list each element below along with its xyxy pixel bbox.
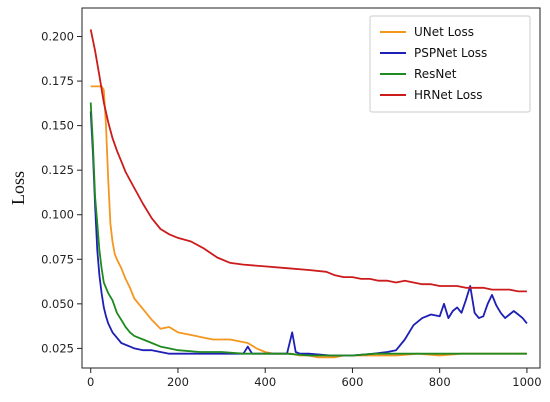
y-axis-label: Loss bbox=[8, 171, 28, 205]
y-tick-label: 0.175 bbox=[41, 74, 74, 88]
y-tick-label: 0.100 bbox=[41, 208, 74, 222]
legend-label-hrnet-loss: HRNet Loss bbox=[414, 88, 483, 102]
series-line-resnet bbox=[89, 102, 527, 357]
x-tick-label: 400 bbox=[254, 375, 276, 389]
x-tick-label: 200 bbox=[167, 375, 189, 389]
legend-label-unet-loss: UNet Loss bbox=[414, 25, 474, 39]
y-tick-label: 0.075 bbox=[41, 252, 74, 266]
x-tick-label: 600 bbox=[341, 375, 363, 389]
y-tick-label: 0.025 bbox=[41, 341, 74, 355]
y-tick-label: 0.150 bbox=[41, 119, 74, 133]
x-tick-label: 800 bbox=[429, 375, 451, 389]
legend-label-pspnet-loss: PSPNet Loss bbox=[414, 46, 487, 60]
y-tick-label: 0.050 bbox=[41, 297, 74, 311]
series-line-hrnet-loss bbox=[89, 29, 527, 293]
y-tick-label: 0.200 bbox=[41, 30, 74, 44]
series-line-pspnet-loss bbox=[89, 111, 528, 357]
y-tick-label: 0.125 bbox=[41, 163, 74, 177]
legend-box bbox=[369, 15, 531, 113]
legend: UNet Loss PSPNet Loss ResNet HRNet Loss bbox=[369, 15, 531, 113]
plot-frame bbox=[81, 7, 541, 369]
legend-label-resnet: ResNet bbox=[414, 67, 457, 81]
x-tick-label: 0 bbox=[87, 375, 94, 389]
series-line-unet-loss bbox=[90, 85, 527, 359]
x-tick-label: 1000 bbox=[512, 375, 541, 389]
